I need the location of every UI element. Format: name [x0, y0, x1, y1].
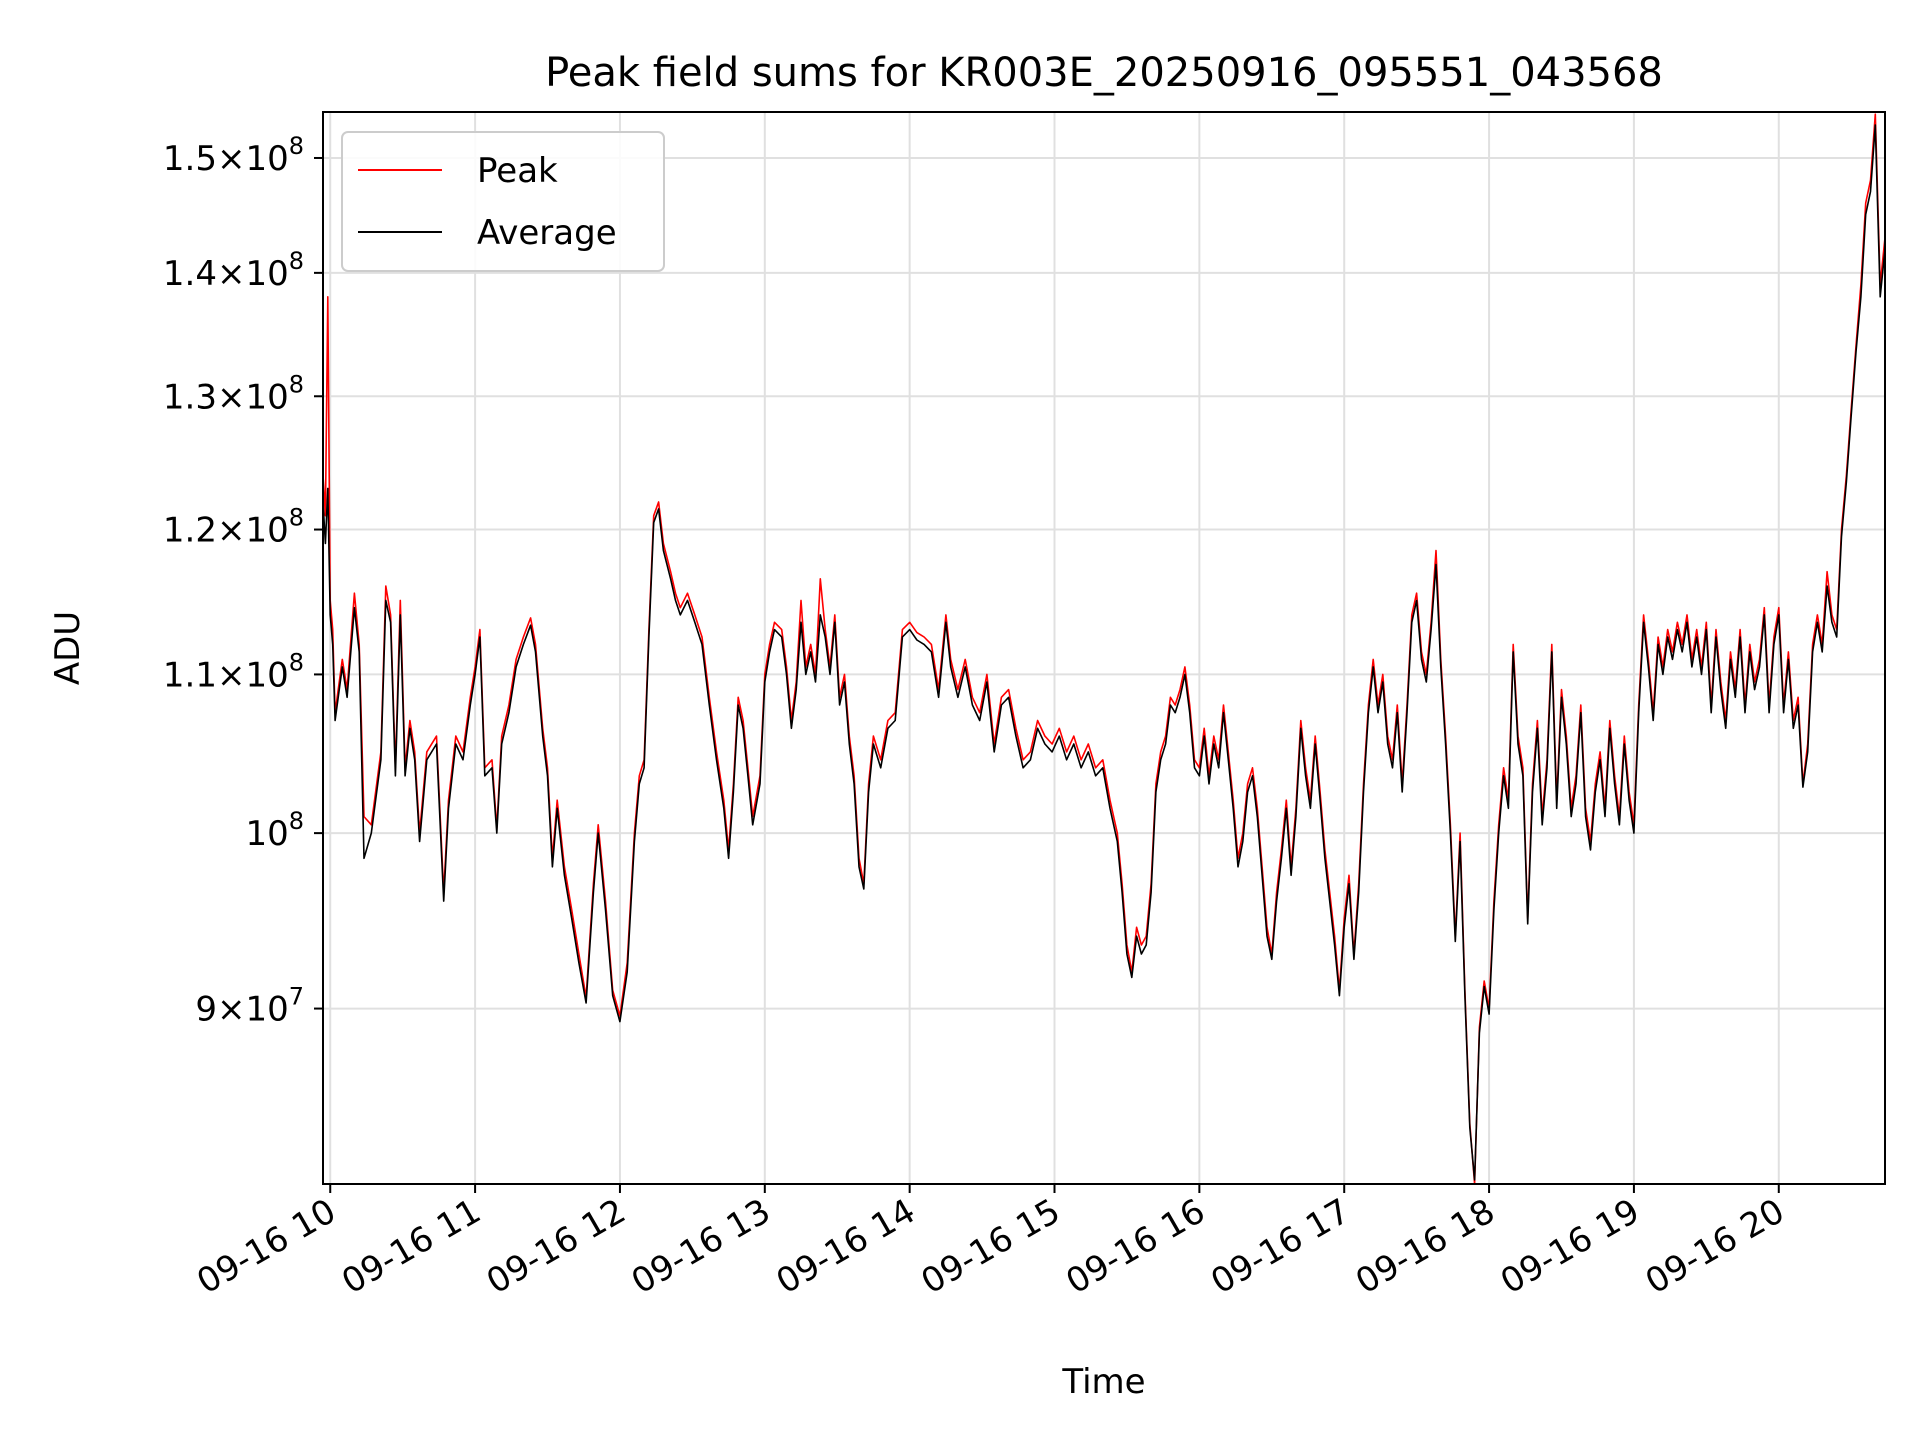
y-axis-label: ADU: [48, 611, 88, 685]
y-tick-label: 1.2×108: [163, 504, 304, 551]
grid: [323, 112, 1885, 1184]
series-layer: [323, 113, 1885, 1184]
legend-label-average: Average: [477, 213, 617, 253]
y-tick-label: 1.4×108: [163, 247, 304, 294]
y-tick-label: 108: [245, 807, 304, 854]
legend-box: [341, 131, 665, 272]
legend-label-peak: Peak: [477, 151, 558, 191]
series-line-average: [323, 124, 1885, 1181]
plot-frame: [322, 111, 1886, 1185]
x-axis-label: Time: [1061, 1362, 1145, 1402]
y-tick-label: 1.3×108: [163, 370, 304, 417]
y-tick-label: 9×107: [195, 983, 304, 1030]
y-tick-label: 1.5×108: [163, 132, 304, 179]
legend: Peak Average: [341, 131, 665, 272]
chart-title: Peak field sums for KR003E_20250916_0955…: [545, 50, 1663, 96]
y-tick-label: 1.1×108: [163, 648, 304, 695]
